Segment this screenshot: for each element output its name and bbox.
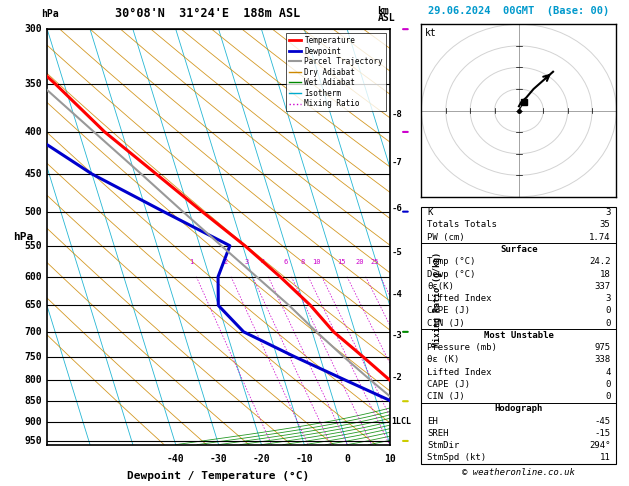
Text: Pressure (mb): Pressure (mb): [427, 343, 497, 352]
Text: -5: -5: [392, 248, 403, 257]
Text: 600: 600: [25, 272, 42, 282]
Text: Dewpoint / Temperature (°C): Dewpoint / Temperature (°C): [128, 471, 309, 481]
Text: K: K: [427, 208, 433, 217]
Text: 500: 500: [25, 207, 42, 217]
Text: -20: -20: [253, 454, 270, 464]
Text: 3: 3: [605, 294, 611, 303]
Text: 29.06.2024  00GMT  (Base: 00): 29.06.2024 00GMT (Base: 00): [428, 6, 610, 16]
Text: 1: 1: [189, 259, 193, 265]
Text: kt: kt: [425, 28, 437, 38]
Text: 35: 35: [600, 221, 611, 229]
Text: 650: 650: [25, 300, 42, 311]
Text: Surface: Surface: [500, 245, 538, 254]
Text: 20: 20: [355, 259, 364, 265]
Text: 4: 4: [605, 367, 611, 377]
Legend: Temperature, Dewpoint, Parcel Trajectory, Dry Adiabat, Wet Adiabat, Isotherm, Mi: Temperature, Dewpoint, Parcel Trajectory…: [286, 33, 386, 111]
Text: 3: 3: [605, 208, 611, 217]
Text: 750: 750: [25, 351, 42, 362]
Text: 15: 15: [337, 259, 345, 265]
Text: hPa: hPa: [41, 9, 58, 18]
Text: © weatheronline.co.uk: © weatheronline.co.uk: [462, 468, 576, 477]
Text: hPa: hPa: [13, 232, 33, 242]
Text: 900: 900: [25, 417, 42, 427]
Text: 2: 2: [223, 259, 228, 265]
Text: Totals Totals: Totals Totals: [427, 221, 497, 229]
Text: 700: 700: [25, 327, 42, 337]
Text: 0: 0: [605, 306, 611, 315]
Text: 338: 338: [594, 355, 611, 364]
Text: -7: -7: [392, 158, 403, 167]
Text: Most Unstable: Most Unstable: [484, 331, 554, 340]
Text: -15: -15: [594, 429, 611, 438]
Text: Lifted Index: Lifted Index: [427, 294, 492, 303]
Text: PW (cm): PW (cm): [427, 233, 465, 242]
Text: km: km: [377, 6, 389, 16]
Text: 800: 800: [25, 375, 42, 384]
Text: Dewp (°C): Dewp (°C): [427, 270, 476, 278]
Text: 0: 0: [605, 319, 611, 328]
Text: -45: -45: [594, 417, 611, 426]
Text: 0: 0: [605, 380, 611, 389]
Text: SREH: SREH: [427, 429, 448, 438]
Text: 10: 10: [312, 259, 320, 265]
Text: 18: 18: [600, 270, 611, 278]
Text: 24.2: 24.2: [589, 257, 611, 266]
Text: -6: -6: [392, 204, 403, 212]
Text: -4: -4: [392, 290, 403, 299]
Text: -40: -40: [167, 454, 184, 464]
Text: 300: 300: [25, 24, 42, 34]
Text: 337: 337: [594, 282, 611, 291]
Text: Temp (°C): Temp (°C): [427, 257, 476, 266]
Text: 400: 400: [25, 127, 42, 137]
Text: 8: 8: [301, 259, 304, 265]
Text: 450: 450: [25, 169, 42, 179]
Text: -30: -30: [209, 454, 228, 464]
Text: 11: 11: [600, 453, 611, 463]
Text: -8: -8: [392, 110, 403, 119]
Text: 6: 6: [284, 259, 288, 265]
Text: 850: 850: [25, 396, 42, 406]
Text: 0: 0: [344, 454, 350, 464]
Text: CIN (J): CIN (J): [427, 392, 465, 401]
Text: 30°08'N  31°24'E  188m ASL: 30°08'N 31°24'E 188m ASL: [115, 7, 300, 20]
Text: 1LCL: 1LCL: [392, 417, 412, 426]
Text: 350: 350: [25, 79, 42, 89]
Text: θε (K): θε (K): [427, 355, 460, 364]
Text: CIN (J): CIN (J): [427, 319, 465, 328]
Text: 975: 975: [594, 343, 611, 352]
Text: StmSpd (kt): StmSpd (kt): [427, 453, 486, 463]
Text: 10: 10: [384, 454, 396, 464]
Text: -3: -3: [392, 331, 403, 340]
Text: CAPE (J): CAPE (J): [427, 380, 470, 389]
Text: 25: 25: [370, 259, 379, 265]
Text: 3: 3: [245, 259, 249, 265]
Text: CAPE (J): CAPE (J): [427, 306, 470, 315]
Text: 294°: 294°: [589, 441, 611, 450]
Text: Lifted Index: Lifted Index: [427, 367, 492, 377]
Text: ASL: ASL: [377, 13, 395, 23]
Text: 0: 0: [605, 392, 611, 401]
Text: Hodograph: Hodograph: [495, 404, 543, 414]
Text: θε(K): θε(K): [427, 282, 454, 291]
Text: 550: 550: [25, 241, 42, 251]
Text: StmDir: StmDir: [427, 441, 460, 450]
Text: 950: 950: [25, 436, 42, 446]
Text: 1.74: 1.74: [589, 233, 611, 242]
Text: -2: -2: [392, 373, 403, 382]
Text: Mixing Ratio (g/kg): Mixing Ratio (g/kg): [433, 252, 442, 347]
Text: -10: -10: [296, 454, 313, 464]
Text: EH: EH: [427, 417, 438, 426]
Text: 4: 4: [260, 259, 265, 265]
